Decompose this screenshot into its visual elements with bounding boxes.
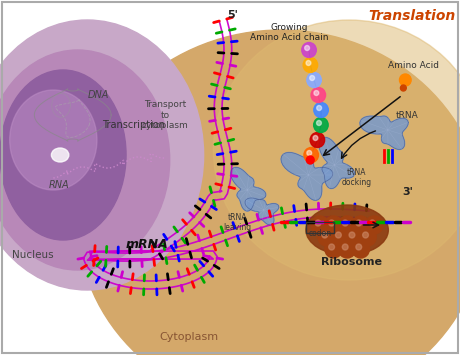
Circle shape	[305, 45, 310, 50]
Circle shape	[306, 156, 314, 164]
Text: Cytoplasm: Cytoplasm	[160, 332, 219, 342]
Circle shape	[314, 118, 328, 132]
Circle shape	[338, 240, 356, 258]
Text: tRNA: tRNA	[396, 111, 419, 120]
Text: Transport
to
cytoplasm: Transport to cytoplasm	[141, 100, 188, 130]
Circle shape	[369, 220, 375, 226]
Text: Transcription: Transcription	[102, 120, 165, 130]
Circle shape	[400, 74, 411, 86]
Circle shape	[349, 232, 355, 238]
Circle shape	[303, 58, 318, 72]
Circle shape	[304, 147, 319, 163]
Circle shape	[311, 87, 326, 103]
Circle shape	[302, 43, 316, 58]
Text: 5': 5'	[227, 10, 238, 20]
Circle shape	[328, 220, 335, 226]
Text: mRNA: mRNA	[126, 238, 169, 251]
Circle shape	[332, 228, 349, 246]
Circle shape	[322, 232, 328, 238]
Circle shape	[307, 151, 312, 155]
Circle shape	[314, 103, 328, 118]
Circle shape	[365, 216, 383, 234]
Circle shape	[352, 240, 369, 258]
Ellipse shape	[9, 90, 97, 190]
Circle shape	[311, 216, 328, 234]
Circle shape	[356, 244, 362, 250]
Circle shape	[325, 240, 342, 258]
Text: Amino Acid: Amino Acid	[388, 61, 439, 70]
Circle shape	[314, 91, 319, 95]
Text: 3': 3'	[402, 187, 413, 197]
Circle shape	[325, 216, 342, 234]
Circle shape	[342, 244, 348, 250]
Circle shape	[317, 105, 321, 110]
Text: tRNA
leaving: tRNA leaving	[224, 213, 252, 232]
Text: DNA: DNA	[87, 90, 109, 100]
Circle shape	[310, 76, 315, 81]
Polygon shape	[231, 167, 266, 211]
Circle shape	[306, 60, 311, 66]
Text: Growing
Amino Acid chain: Growing Amino Acid chain	[250, 23, 328, 42]
Ellipse shape	[306, 205, 388, 255]
Ellipse shape	[51, 148, 69, 162]
Ellipse shape	[0, 20, 204, 290]
Circle shape	[363, 232, 368, 238]
Ellipse shape	[0, 70, 126, 240]
Circle shape	[317, 120, 321, 126]
Ellipse shape	[0, 50, 170, 270]
Text: Ribosome: Ribosome	[321, 257, 383, 267]
Circle shape	[352, 216, 369, 234]
Circle shape	[318, 228, 336, 246]
Ellipse shape	[213, 20, 474, 280]
Polygon shape	[360, 116, 408, 149]
Text: tRNA
docking: tRNA docking	[342, 168, 372, 187]
Circle shape	[307, 72, 321, 87]
Circle shape	[328, 244, 335, 250]
Circle shape	[342, 220, 348, 226]
Circle shape	[338, 216, 356, 234]
Text: Nucleus: Nucleus	[12, 250, 53, 260]
Circle shape	[336, 232, 341, 238]
Circle shape	[356, 220, 362, 226]
Polygon shape	[319, 137, 355, 189]
Text: Translation: Translation	[368, 9, 456, 23]
Circle shape	[315, 220, 321, 226]
Circle shape	[359, 228, 376, 246]
Circle shape	[401, 85, 406, 91]
Ellipse shape	[78, 30, 474, 355]
Polygon shape	[245, 198, 279, 225]
Polygon shape	[281, 152, 333, 200]
Circle shape	[345, 228, 363, 246]
Text: codon: codon	[309, 229, 331, 238]
Text: RNA: RNA	[48, 180, 69, 190]
Circle shape	[313, 136, 318, 141]
Circle shape	[310, 132, 325, 147]
